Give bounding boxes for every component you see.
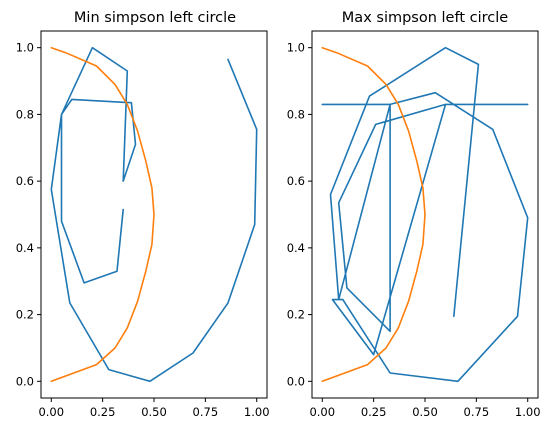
right-y-tick-label: 0.8 — [287, 107, 305, 121]
right-x-tick-label: 1.00 — [515, 405, 541, 419]
left-y-tick-label: 0.6 — [16, 174, 34, 188]
left-y-tick-label: 1.0 — [16, 41, 34, 55]
left-x-tick-label: 1.00 — [244, 405, 270, 419]
right-x-tick-label: 0.00 — [309, 405, 335, 419]
left-x-tick-label: 0.75 — [193, 405, 219, 419]
left-series-line-1 — [50, 46, 258, 383]
left-x-tick-label: 0.50 — [141, 405, 167, 419]
left-x-tick-label: 0.25 — [90, 405, 116, 419]
right-series-line-2 — [321, 46, 426, 383]
left-y-tick-label: 0.4 — [16, 241, 34, 255]
left-y-tick-label: 0.8 — [16, 107, 34, 121]
right-y-tick-label: 1.0 — [287, 41, 305, 55]
right-x-tick-label: 0.25 — [361, 405, 387, 419]
right-chart-title: Max simpson left circle — [342, 10, 508, 26]
right-y-tick-label: 0.0 — [287, 374, 305, 388]
left-subplot: Min simpson left circle 0.00 0.25 0.50 0.75… — [16, 10, 270, 419]
left-x-tick-label: 0.00 — [38, 405, 64, 419]
left-y-tick-label: 0.2 — [16, 308, 34, 322]
right-y-tick-label: 0.2 — [287, 308, 305, 322]
left-chart-title: Min simpson left circle — [74, 10, 236, 26]
right-series-line-1 — [321, 46, 529, 383]
right-y-tick-label: 0.4 — [287, 241, 305, 255]
left-series-line-2 — [50, 46, 155, 383]
right-y-tick-label: 0.6 — [287, 174, 305, 188]
left-y-tick-label: 0.0 — [16, 374, 34, 388]
right-subplot: Max simpson left circle 0.00 0.25 0.50 0.75… — [287, 10, 541, 419]
right-x-tick-label: 0.75 — [464, 405, 490, 419]
right-x-tick-label: 0.50 — [412, 405, 438, 419]
